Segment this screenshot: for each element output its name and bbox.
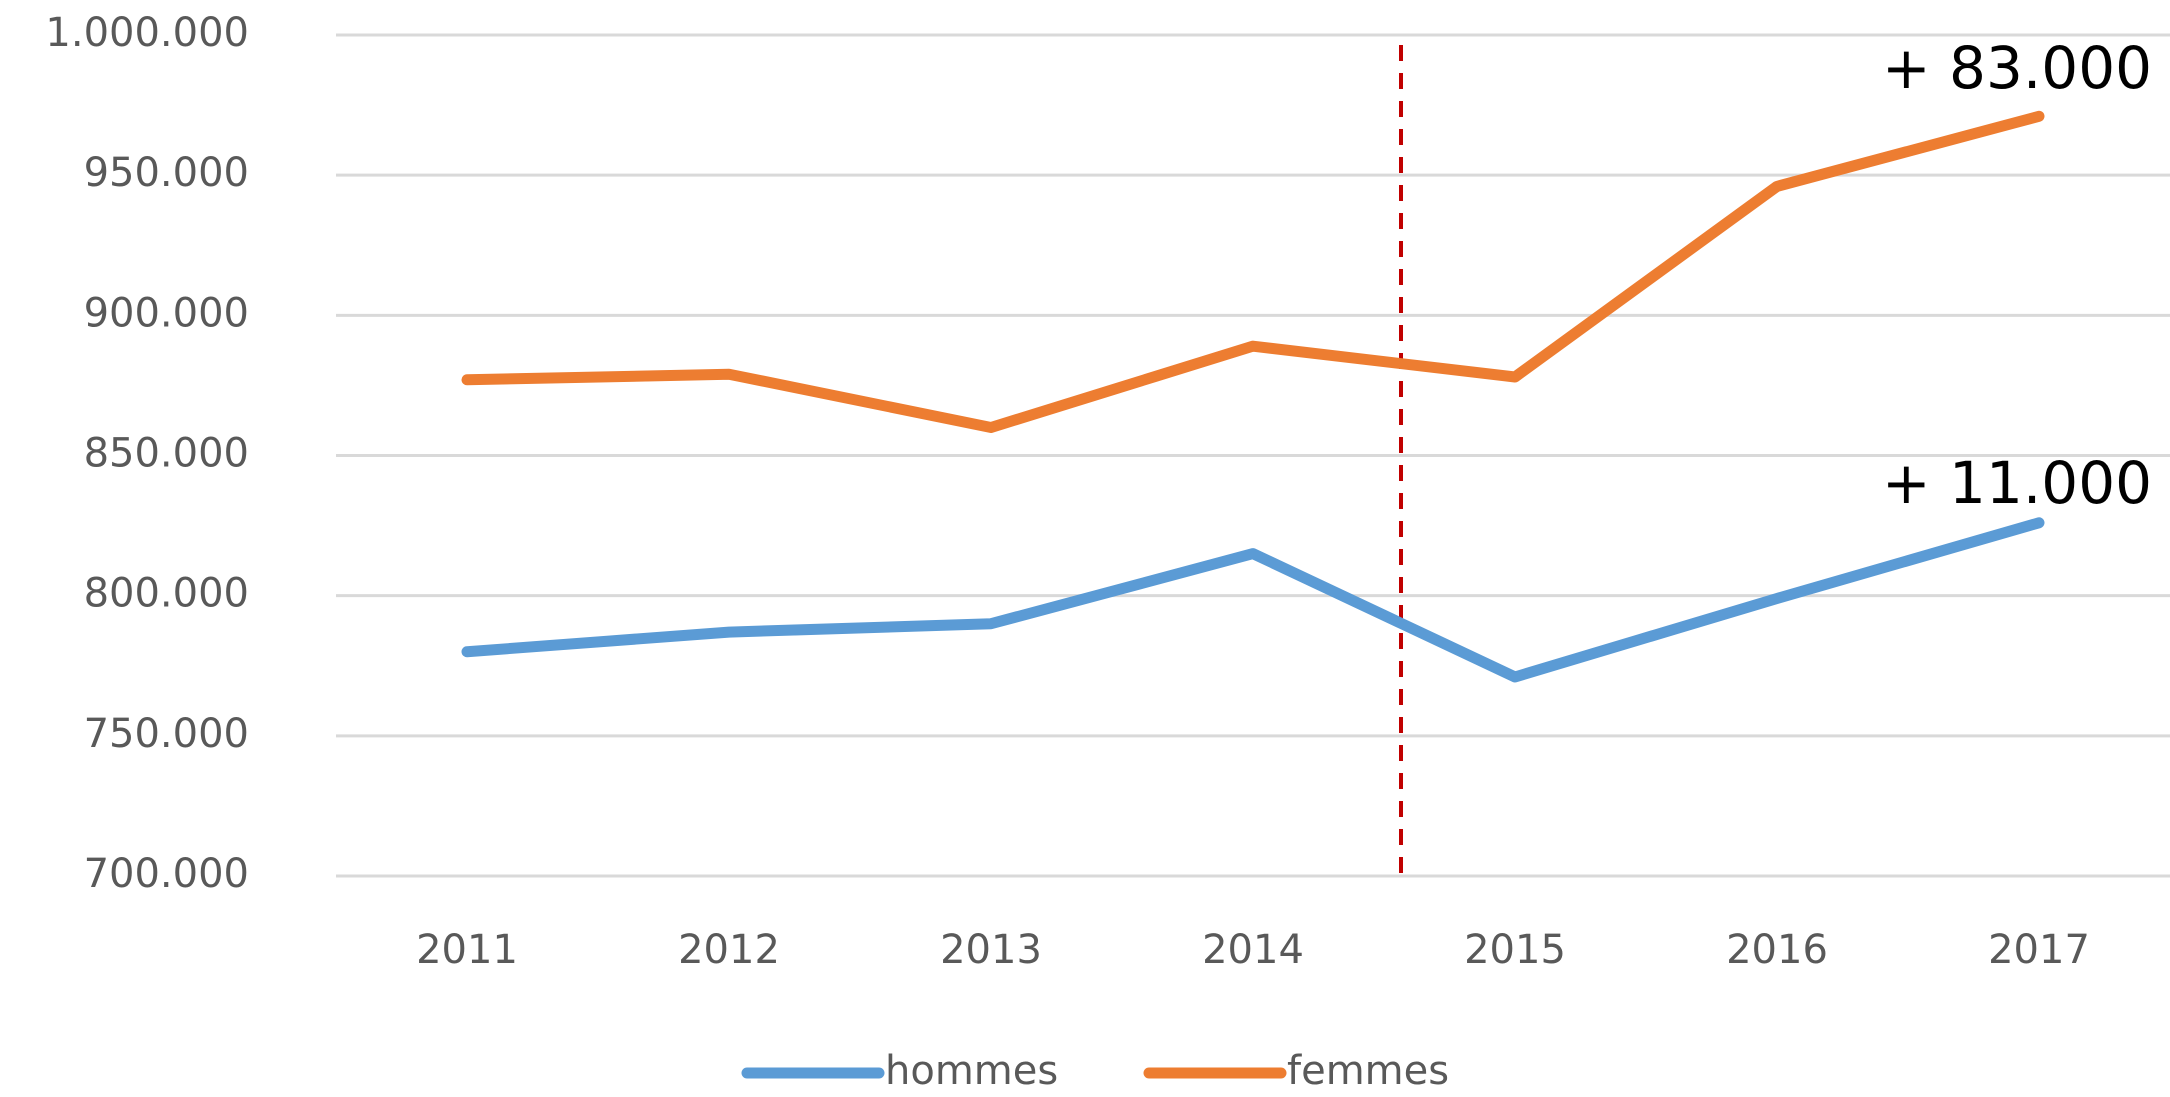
y-tick-label: 900.000 xyxy=(84,290,249,336)
lines xyxy=(461,110,2045,683)
legend-label: hommes xyxy=(885,1048,1058,1094)
x-tick-label: 2014 xyxy=(1202,927,1304,973)
y-tick-label: 950.000 xyxy=(84,150,249,196)
series-line xyxy=(461,110,2045,433)
x-tick-label: 2016 xyxy=(1726,927,1828,973)
y-tick-label: 750.000 xyxy=(84,711,249,757)
x-tick-label: 2015 xyxy=(1464,927,1566,973)
grid: 700.000 750.000 800.000 850.000 900.000 950.0… xyxy=(45,10,2170,973)
y-tick-label: 850.000 xyxy=(84,431,249,477)
y-tick-label: 1.000.000 xyxy=(45,10,249,56)
annotation: + 83.000 xyxy=(1882,34,2152,102)
y-tick-label: 800.000 xyxy=(84,571,249,617)
legend-label: femmes xyxy=(1287,1048,1449,1094)
x-tick-label: 2012 xyxy=(678,927,780,973)
legend: hommes femmes xyxy=(741,1048,1449,1094)
annotation: + 11.000 xyxy=(1882,449,2152,517)
series-line xyxy=(461,517,2045,683)
y-tick-label: 700.000 xyxy=(84,851,249,897)
x-tick-label: 2011 xyxy=(416,927,518,973)
x-tick-label: 2013 xyxy=(940,927,1042,973)
x-tick-label: 2017 xyxy=(1988,927,2090,973)
